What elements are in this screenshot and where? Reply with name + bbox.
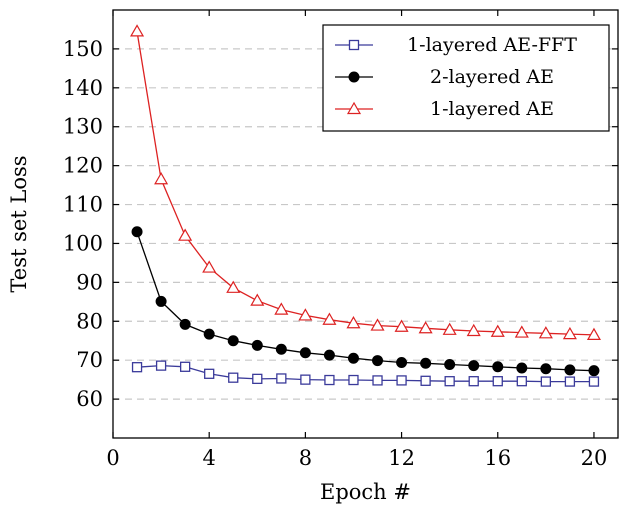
data-point xyxy=(250,293,265,306)
data-point xyxy=(396,357,408,369)
data-point xyxy=(154,172,169,185)
y-tick-label: 70 xyxy=(76,348,103,372)
data-point xyxy=(492,361,504,373)
legend-box xyxy=(322,24,610,132)
data-point xyxy=(540,376,552,387)
legend-marker xyxy=(348,71,360,83)
data-point xyxy=(372,355,384,367)
data-point xyxy=(179,361,191,372)
data-point xyxy=(130,24,145,37)
legend-entry: 1-layered AE xyxy=(335,98,554,120)
data-point xyxy=(420,375,431,386)
y-tick-label: 60 xyxy=(76,387,103,411)
legend: 1-layered AE-FFT 2-layered AE 1-layered AE xyxy=(322,24,610,132)
data-point xyxy=(418,321,433,334)
data-point xyxy=(586,327,601,340)
data-point xyxy=(516,376,527,387)
data-point xyxy=(468,360,480,372)
y-tick-label: 120 xyxy=(63,154,103,178)
data-point xyxy=(300,374,311,385)
axis-ticks: 60 70 80 90 100 110 120 130 140 150 0 4 8 12 16 20 xyxy=(63,10,618,470)
data-point xyxy=(370,318,385,331)
data-point xyxy=(564,364,576,376)
data-point xyxy=(348,374,359,386)
data-point xyxy=(516,362,528,374)
data-point xyxy=(444,376,455,387)
data-point xyxy=(323,349,335,361)
data-point xyxy=(538,326,553,339)
data-point xyxy=(228,372,239,383)
data-point xyxy=(346,316,361,329)
legend-marker xyxy=(348,39,360,51)
x-axis-label: Epoch # xyxy=(320,480,411,504)
data-point xyxy=(322,312,337,325)
y-tick-label: 110 xyxy=(63,193,103,217)
data-point xyxy=(179,318,191,330)
data-point xyxy=(275,343,287,355)
x-tick-label: 16 xyxy=(484,446,511,470)
data-point xyxy=(588,376,600,387)
data-point xyxy=(372,375,383,386)
y-tick-label: 150 xyxy=(63,37,103,61)
data-point xyxy=(204,368,215,379)
data-point xyxy=(274,302,289,315)
data-point xyxy=(299,347,311,359)
data-point xyxy=(251,339,263,351)
data-point xyxy=(442,322,457,335)
data-point xyxy=(202,260,217,273)
y-tick-label: 140 xyxy=(63,76,103,100)
data-point xyxy=(347,352,359,364)
data-point xyxy=(468,376,479,387)
series-line xyxy=(136,231,595,372)
data-point xyxy=(276,373,287,384)
data-point xyxy=(131,362,143,373)
data-point xyxy=(514,325,529,338)
y-tick-label: 130 xyxy=(63,115,103,139)
data-point xyxy=(466,323,481,337)
y-tick-label: 90 xyxy=(76,270,103,294)
legend-label: 2-layered AE xyxy=(430,66,554,88)
data-point xyxy=(490,324,505,337)
legend-entry: 2-layered AE xyxy=(335,66,554,88)
legend-entry: 1-layered AE-FFT xyxy=(335,34,577,56)
data-point xyxy=(155,295,167,307)
data-point xyxy=(564,376,576,387)
data-point xyxy=(562,326,577,340)
data-point xyxy=(203,328,215,340)
data-point xyxy=(540,363,552,375)
data-point xyxy=(396,375,407,386)
data-point xyxy=(252,373,263,385)
x-tick-label: 20 xyxy=(581,446,608,470)
x-tick-label: 0 xyxy=(106,446,119,470)
y-axis-label: Test set Loss xyxy=(7,155,31,292)
data-point xyxy=(298,308,313,321)
legend-marker xyxy=(346,101,362,115)
series-1-layered-ae-fft xyxy=(131,360,600,387)
data-point xyxy=(178,228,193,241)
legend-label: 1-layered AE-FFT xyxy=(407,34,577,56)
data-point xyxy=(492,376,503,387)
data-point xyxy=(444,358,456,370)
series-layer xyxy=(130,24,601,387)
data-point xyxy=(155,360,167,371)
series-1-layered-ae xyxy=(130,24,601,340)
x-tick-label: 12 xyxy=(388,446,415,470)
data-point xyxy=(394,319,409,332)
y-tick-label: 100 xyxy=(63,231,103,255)
data-point xyxy=(420,357,432,369)
series-2-layered-ae xyxy=(131,226,600,377)
x-tick-label: 4 xyxy=(203,446,216,470)
plot-frame xyxy=(112,9,619,439)
data-point xyxy=(324,374,335,386)
data-point xyxy=(226,280,241,293)
y-tick-label: 80 xyxy=(76,309,103,333)
data-point xyxy=(227,335,239,347)
x-tick-label: 8 xyxy=(299,446,312,470)
legend-label: 1-layered AE xyxy=(430,98,554,120)
data-point xyxy=(588,365,600,377)
data-point xyxy=(131,226,143,238)
